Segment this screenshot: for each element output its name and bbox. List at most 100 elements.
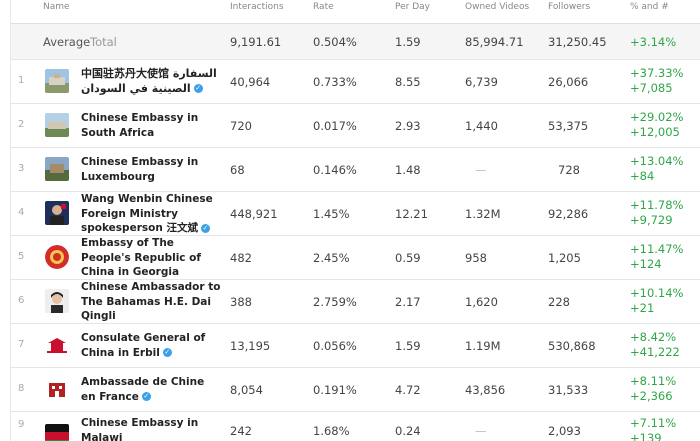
account-name[interactable]: Chinese Embassy in Luxembourg [81, 155, 221, 184]
change-num-value: +21 [630, 301, 655, 315]
embassy-building-thumb [45, 69, 69, 93]
account-name[interactable]: Chinese Ambassador to The Bahamas H.E. D… [81, 280, 221, 324]
interactions-value: 40,964 [230, 75, 271, 89]
row-index: 9 [18, 419, 25, 430]
change-num-value: +124 [630, 257, 662, 271]
owned-videos-value: 958 [465, 251, 487, 265]
followers-value: 530,868 [548, 339, 596, 353]
owned-videos-value: 6,739 [465, 75, 498, 89]
followers-value: 228 [548, 295, 570, 309]
table-row[interactable]: 6 Chinese Ambassador to The Bahamas H.E.… [11, 280, 700, 324]
change-pct-value: +11.47% [630, 242, 684, 256]
account-name[interactable]: 中国驻苏丹大使馆 السفارة الصينية في السودان ✓ [81, 67, 221, 96]
verified-badge-icon: ✓ [200, 223, 210, 233]
table-row[interactable]: 7 Consulate General of China in Erbil ✓ 1… [11, 324, 700, 368]
pagoda-thumb [45, 333, 69, 357]
header-interactions[interactable]: Interactions [230, 2, 284, 12]
owned-videos-value: 1.32M [465, 207, 501, 221]
row-index: 2 [18, 119, 25, 130]
interactions-value: 68 [230, 163, 245, 177]
interactions-value: 388 [230, 295, 252, 309]
account-name[interactable]: Chinese Embassy in South Africa [81, 111, 221, 140]
rate-value: 0.191% [313, 383, 357, 397]
account-name-text[interactable]: Ambassade de Chine en France [81, 376, 205, 403]
change-pct-value: +11.78% [630, 198, 684, 212]
table-row[interactable]: 3 Chinese Embassy in Luxembourg 68 0.146… [11, 148, 700, 192]
table-row[interactable]: 2 Chinese Embassy in South Africa 720 0.… [11, 104, 700, 148]
header-rate[interactable]: Rate [313, 2, 334, 12]
owned-videos-value: 1,620 [465, 295, 498, 309]
verified-badge-icon: ✓ [162, 348, 172, 357]
table-row[interactable]: 8 Ambassade de Chine en France ✓ 8,054 0.… [11, 368, 700, 412]
average-change-pct: +3.14% [630, 35, 677, 49]
per-day-value: 2.17 [395, 295, 421, 309]
table-row[interactable]: 9 Chinese Embassy in Malawi 242 1.68% 0.… [11, 412, 700, 441]
owned-videos-value: 1.19M [465, 339, 501, 353]
account-name-text[interactable]: Embassy of The People's Republic of Chin… [81, 237, 201, 278]
per-day-value: 12.21 [395, 207, 428, 221]
rate-value: 2.759% [313, 295, 357, 309]
followers-value: 53,375 [548, 119, 589, 133]
rate-value: 1.68% [313, 424, 350, 438]
account-name-text[interactable]: Chinese Embassy in Luxembourg [81, 156, 199, 183]
table-row[interactable]: 5 Embassy of The People's Republic of Ch… [11, 236, 700, 280]
header-name[interactable]: Name [43, 2, 70, 12]
followers-value: 728 [558, 163, 580, 177]
followers-value: 31,533 [548, 383, 589, 397]
account-name-text[interactable]: 中国驻苏丹大使馆 السفارة الصينية في السودان [81, 67, 217, 95]
building-thumb [45, 377, 69, 401]
rate-value: 0.733% [313, 75, 357, 89]
table-row[interactable]: 4 Wang Wenbin Chinese Foreign Ministry s… [11, 192, 700, 236]
row-index: 1 [18, 75, 25, 86]
row-index: 8 [18, 383, 25, 394]
account-name[interactable]: Chinese Embassy in Malawi [81, 416, 221, 441]
change-num-value: +9,729 [630, 213, 673, 227]
row-index: 3 [18, 163, 25, 174]
account-name-text[interactable]: Chinese Embassy in Malawi [81, 417, 199, 441]
account-name-text[interactable]: Chinese Ambassador to The Bahamas H.E. D… [81, 281, 221, 322]
rate-value: 0.017% [313, 119, 357, 133]
change-num-value: +12,005 [630, 125, 680, 139]
change-pct-value: +29.02% [630, 110, 684, 124]
row-index: 5 [18, 251, 25, 262]
change-pct-value: +7.11% [630, 416, 677, 430]
change-num-value: +139 [630, 431, 662, 441]
emblem-thumb [45, 245, 69, 269]
per-day-value: 4.72 [395, 383, 421, 397]
per-day-value: 0.59 [395, 251, 421, 265]
verified-badge-icon: ✓ [141, 392, 151, 401]
rate-value: 2.45% [313, 251, 350, 265]
per-day-value: 0.24 [395, 424, 421, 438]
change-num-value: +84 [630, 169, 655, 183]
table-header: Name Interactions Rate Per Day Owned Vid… [11, 0, 700, 24]
rate-value: 1.45% [313, 207, 350, 221]
account-name[interactable]: Ambassade de Chine en France ✓ [81, 375, 221, 404]
row-index: 6 [18, 295, 25, 306]
account-name-text[interactable]: Consulate General of China in Erbil [81, 332, 206, 359]
spokesperson-thumb [45, 201, 69, 225]
header-owned-videos[interactable]: Owned Videos [465, 2, 530, 12]
account-name[interactable]: Wang Wenbin Chinese Foreign Ministry spo… [81, 192, 221, 236]
followers-value: 26,066 [548, 75, 589, 89]
header-change[interactable]: % and # [630, 2, 669, 12]
account-name-text[interactable]: Chinese Embassy in South Africa [81, 112, 199, 139]
average-row: Average Total 9,191.61 0.504% 1.59 85,99… [11, 24, 700, 60]
average-total-label: Total [90, 35, 117, 49]
header-per-day[interactable]: Per Day [395, 2, 430, 12]
owned-videos-value: — [475, 424, 487, 438]
followers-value: 92,286 [548, 207, 589, 221]
header-followers[interactable]: Followers [548, 2, 591, 12]
account-name-text[interactable]: Wang Wenbin Chinese Foreign Ministry spo… [81, 193, 213, 234]
per-day-value: 1.48 [395, 163, 421, 177]
table-row[interactable]: 1 中国驻苏丹大使馆 السفارة الصينية في السودان ✓ 4… [11, 60, 700, 104]
interactions-value: 8,054 [230, 383, 263, 397]
followers-value: 2,093 [548, 424, 581, 438]
account-name[interactable]: Embassy of The People's Republic of Chin… [81, 236, 221, 280]
account-name[interactable]: Consulate General of China in Erbil ✓ [81, 331, 221, 360]
per-day-value: 8.55 [395, 75, 421, 89]
interactions-value: 720 [230, 119, 252, 133]
owned-videos-value: 43,856 [465, 383, 506, 397]
per-day-value: 2.93 [395, 119, 421, 133]
interactions-value: 482 [230, 251, 252, 265]
interactions-value: 13,195 [230, 339, 271, 353]
